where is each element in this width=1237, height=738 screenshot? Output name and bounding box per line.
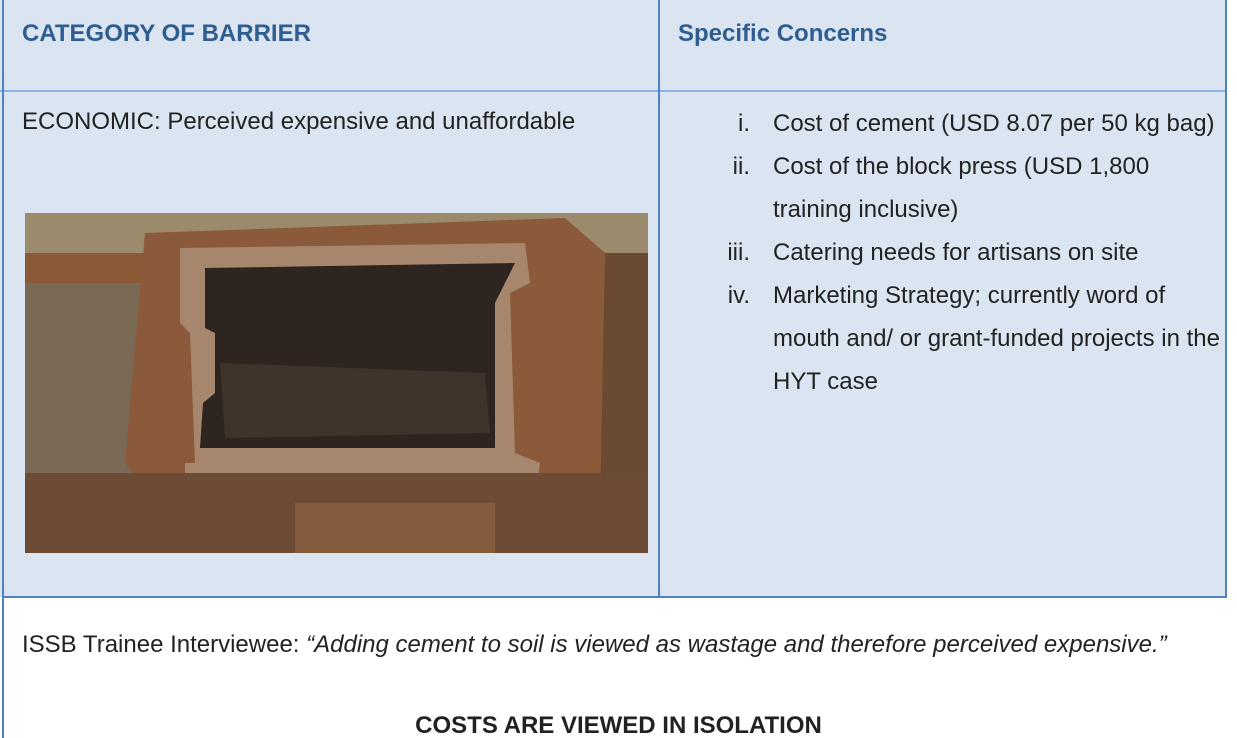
header-text: CATEGORY OF BARRIER	[22, 20, 311, 47]
border	[2, 0, 4, 738]
concern-item: iii. Catering needs for artisans on site	[680, 231, 1220, 274]
list-marker: i.	[738, 110, 750, 137]
concern-item: ii. Cost of the block press (USD 1,800 tr…	[680, 145, 1220, 231]
quote-text: “Adding cement to soil is viewed as wast…	[306, 631, 1167, 658]
concern-text: Cost of the block press (USD 1,800 train…	[773, 153, 1150, 223]
concern-text: Cost of cement (USD 8.07 per 50 kg bag)	[773, 110, 1215, 137]
concern-item: iv. Marketing Strategy; currently word of…	[680, 274, 1220, 403]
list-marker: iii.	[727, 239, 750, 266]
list-marker: iv.	[727, 282, 750, 309]
concern-text: Catering needs for artisans on site	[773, 239, 1139, 266]
concern-text: Marketing Strategy; currently word of mo…	[773, 282, 1220, 395]
barrier-text: ECONOMIC: Perceived expensive and unaffo…	[22, 108, 576, 135]
quote-speaker: ISSB Trainee Interviewee:	[22, 631, 300, 658]
column-divider	[658, 0, 660, 597]
border	[1225, 0, 1227, 597]
quote: ISSB Trainee Interviewee: “Adding cement…	[22, 628, 1212, 662]
conclusion: COSTS ARE VIEWED IN ISOLATION	[415, 712, 822, 738]
list-marker: ii.	[732, 153, 750, 180]
header-cell: Specific Concerns	[660, 0, 1227, 90]
header-text: Specific Concerns	[678, 20, 888, 47]
concerns-list: i. Cost of cement (USD 8.07 per 50 kg bag…	[680, 102, 1220, 403]
border	[2, 596, 1227, 598]
photo	[25, 213, 648, 553]
header-cell: CATEGORY OF BARRIER	[0, 0, 660, 90]
concern-item: i. Cost of cement (USD 8.07 per 50 kg bag…	[680, 102, 1220, 145]
